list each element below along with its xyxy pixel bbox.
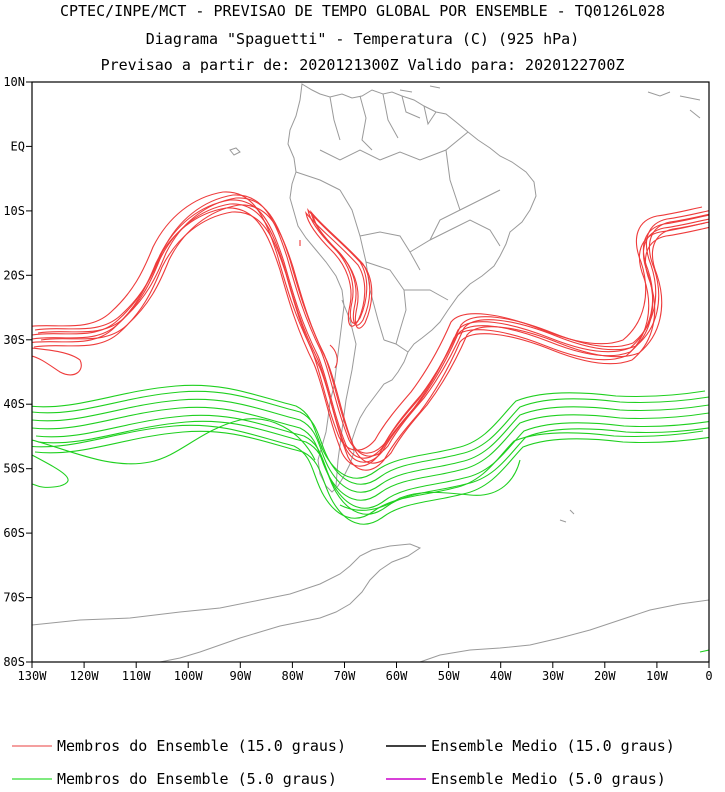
cold-member-2 (32, 406, 709, 501)
lon-label: 40W (490, 669, 512, 683)
lat-label: 60S (3, 526, 25, 540)
lon-label: 120W (70, 669, 100, 683)
small-island (229, 147, 241, 156)
warm-andes-loop (307, 208, 368, 324)
warm-isotherm-path (32, 199, 709, 459)
caribbean-islands (399, 85, 701, 119)
longitude-axis: 130W 120W 110W 100W 90W 80W 70W 60W 50W … (18, 662, 713, 683)
legend-label-members-15: Membros do Ensemble (15.0 graus) (57, 737, 346, 755)
lat-label: EQ (11, 139, 25, 153)
legend-label-mean-5: Ensemble Medio (5.0 graus) (431, 770, 666, 788)
country-borders (295, 93, 501, 487)
cold-member-6 (37, 420, 709, 515)
warm-andes-loop-2 (310, 211, 371, 326)
lat-label: 30S (3, 333, 25, 347)
lon-label: 110W (122, 669, 152, 683)
cold-member-7 (32, 424, 704, 519)
lon-label: 60W (386, 669, 408, 683)
cold-member-3 (32, 390, 709, 485)
lon-label: 0 (705, 669, 712, 683)
warm-andes-loop-3 (305, 212, 366, 327)
map-title-line-3: Previsao a partir de: 2020121300Z Valido… (100, 56, 625, 74)
south-america-coastline (287, 83, 537, 493)
map-frame (31, 81, 710, 663)
lat-label: 20S (3, 268, 25, 282)
warm-fragment-2 (329, 344, 338, 369)
map-title-line-1: CPTEC/INPE/MCT - PREVISAO DE TEMPO GLOBA… (59, 2, 666, 20)
lat-label: 50S (3, 462, 25, 476)
cold-west-loop (32, 454, 69, 488)
lon-label: 100W (174, 669, 204, 683)
cold-west-branch (32, 418, 316, 465)
lat-label: 10S (3, 204, 25, 218)
cold-fragment (699, 649, 709, 653)
lat-label: 80S (3, 655, 25, 669)
lat-label: 40S (3, 397, 25, 411)
lon-label: 70W (334, 669, 356, 683)
antarctic-peninsula (32, 543, 709, 662)
warm-isotherm-members (32, 191, 709, 471)
legend-label-members-5: Membros do Ensemble (5.0 graus) (57, 770, 337, 788)
legend: Membros do Ensemble (15.0 graus) Ensembl… (12, 737, 675, 788)
land-layer (32, 83, 709, 662)
lon-label: 90W (229, 669, 251, 683)
lon-label: 80W (282, 669, 304, 683)
south-georgia (559, 509, 575, 523)
latitude-axis: 10N EQ 10S 20S 30S 40S 50S 60S 70S 80S (3, 75, 32, 669)
cold-member-8 (34, 430, 709, 525)
legend-label-mean-15: Ensemble Medio (15.0 graus) (431, 737, 675, 755)
cold-isotherm-members (32, 384, 709, 653)
lon-label: 10W (646, 669, 668, 683)
lon-label: 130W (18, 669, 48, 683)
lat-label: 70S (3, 591, 25, 605)
cold-isotherm-path (32, 398, 709, 493)
map-title-line-2: Diagrama "Spaguetti" - Temperatura (C) (… (145, 30, 580, 48)
cold-south-branch (339, 459, 521, 511)
lon-label: 20W (594, 669, 616, 683)
lon-label: 50W (438, 669, 460, 683)
warm-member-8 (40, 204, 709, 464)
lon-label: 30W (542, 669, 564, 683)
warm-west-loop (32, 347, 82, 376)
warm-member-4 (32, 207, 706, 467)
lat-label: 10N (3, 75, 25, 89)
